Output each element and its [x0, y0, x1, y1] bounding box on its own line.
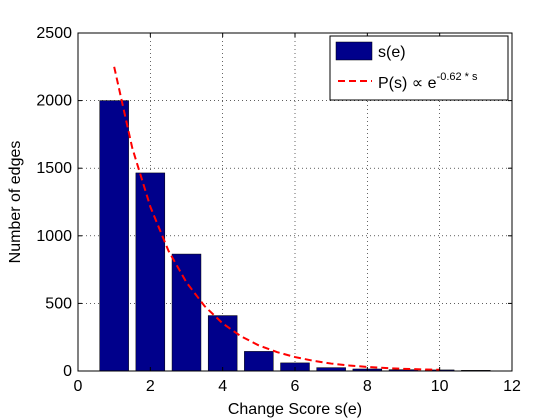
- x-tick-label: 12: [503, 378, 521, 395]
- y-tick-label: 1000: [36, 228, 72, 245]
- legend-bar-swatch: [335, 41, 373, 61]
- bar: [316, 367, 346, 372]
- bar: [207, 315, 238, 372]
- fit-curve: [113, 66, 440, 371]
- x-axis-title: Change Score s(e): [228, 401, 362, 418]
- legend-fit-label-main: P(s) ∝ e: [378, 75, 437, 92]
- legend: s(e) P(s) ∝ e-0.62 * s: [329, 35, 509, 101]
- bar: [171, 253, 202, 372]
- bar: [99, 100, 129, 372]
- y-tick-label: 2000: [36, 93, 72, 110]
- y-axis-title: Number of edges: [7, 141, 24, 264]
- y-tick-label: 1500: [36, 160, 72, 177]
- y-tick-label: 500: [45, 295, 72, 312]
- bar: [135, 172, 166, 372]
- x-tick-label: 10: [431, 378, 449, 395]
- x-tick-label: 2: [146, 378, 155, 395]
- legend-fit-label-exponent: -0.62 * s: [437, 71, 478, 83]
- x-tick-label: 6: [291, 378, 300, 395]
- legend-bar-label: s(e): [378, 44, 406, 61]
- legend-fit-label: P(s) ∝ e-0.62 * s: [378, 71, 478, 92]
- x-tick-label: 8: [363, 378, 372, 395]
- ticks: 0 2 4 6 8 10 12 0 500 1000 1500 2000 2500: [36, 25, 521, 395]
- x-tick-label: 0: [74, 378, 83, 395]
- y-tick-label: 2500: [36, 25, 72, 42]
- y-tick-label: 0: [63, 363, 72, 380]
- x-tick-label: 4: [218, 378, 227, 395]
- fit-line: [113, 66, 440, 371]
- bars: [99, 100, 491, 372]
- bar: [244, 351, 274, 372]
